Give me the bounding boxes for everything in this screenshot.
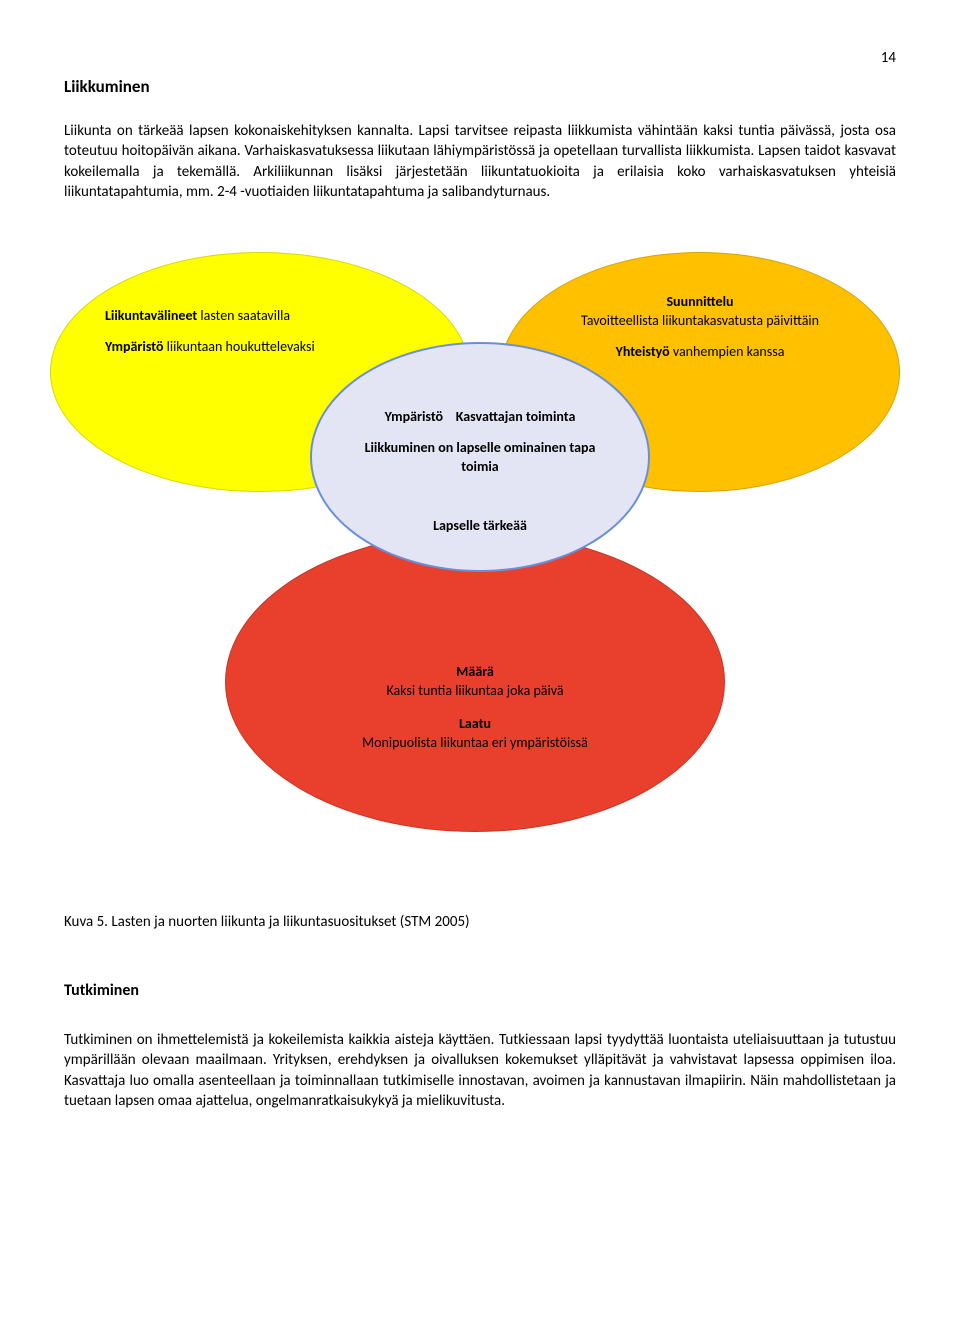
diagram-center-ellipse: Ympäristö Kasvattajan toiminta Liikkumin… [310, 342, 650, 572]
center-row-2: Liikkuminen on lapselle ominainen tapa t… [352, 439, 608, 477]
center-row-1: Ympäristö Kasvattajan toiminta [352, 408, 608, 427]
center-row-3: Lapselle tärkeää [352, 517, 608, 536]
yellow-line-2-rest: liikuntaan houkuttelevaksi [164, 338, 315, 355]
red-title-1: Määrä [296, 663, 654, 682]
intro-paragraph: Liikunta on tärkeää lapsen kokonaiskehit… [64, 121, 896, 202]
second-paragraph: Tutkiminen on ihmettelemistä ja kokeilem… [64, 1030, 896, 1111]
center-row-1-right: Kasvattajan toiminta [456, 408, 576, 425]
yellow-line-1-rest: lasten saatavilla [197, 307, 290, 324]
yellow-line-2: Ympäristö liikuntaan houkuttelevaksi [105, 338, 399, 357]
center-row-1-left: Ympäristö [385, 408, 444, 425]
orange-title: Suunnittelu [551, 293, 849, 312]
red-title-2: Laatu [296, 715, 654, 734]
section-title: Liikkuminen [64, 76, 896, 99]
orange-line-2: Tavoitteellista liikuntakasvatusta päivi… [551, 312, 849, 331]
yellow-line-2-bold: Ympäristö [105, 338, 164, 355]
page-number: 14 [64, 48, 896, 68]
orange-line-3-bold: Yhteistyö [616, 343, 670, 360]
orange-line-3: Yhteistyö vanhempien kanssa [551, 343, 849, 362]
orange-line-3-rest: vanhempien kanssa [670, 343, 785, 360]
venn-diagram: Liikuntavälineet lasten saatavilla Ympär… [70, 232, 890, 872]
diagram-red-ellipse: Määrä Kaksi tuntia liikuntaa joka päivä … [225, 532, 725, 832]
yellow-line-1: Liikuntavälineet lasten saatavilla [105, 307, 399, 326]
subheading: Tutkiminen [64, 980, 896, 1002]
red-line-2: Kaksi tuntia liikuntaa joka päivä [296, 682, 654, 701]
figure-caption: Kuva 5. Lasten ja nuorten liikunta ja li… [64, 912, 896, 932]
red-line-4: Monipuolista liikuntaa eri ympäristöissä [296, 734, 654, 753]
yellow-line-1-bold: Liikuntavälineet [105, 307, 197, 324]
